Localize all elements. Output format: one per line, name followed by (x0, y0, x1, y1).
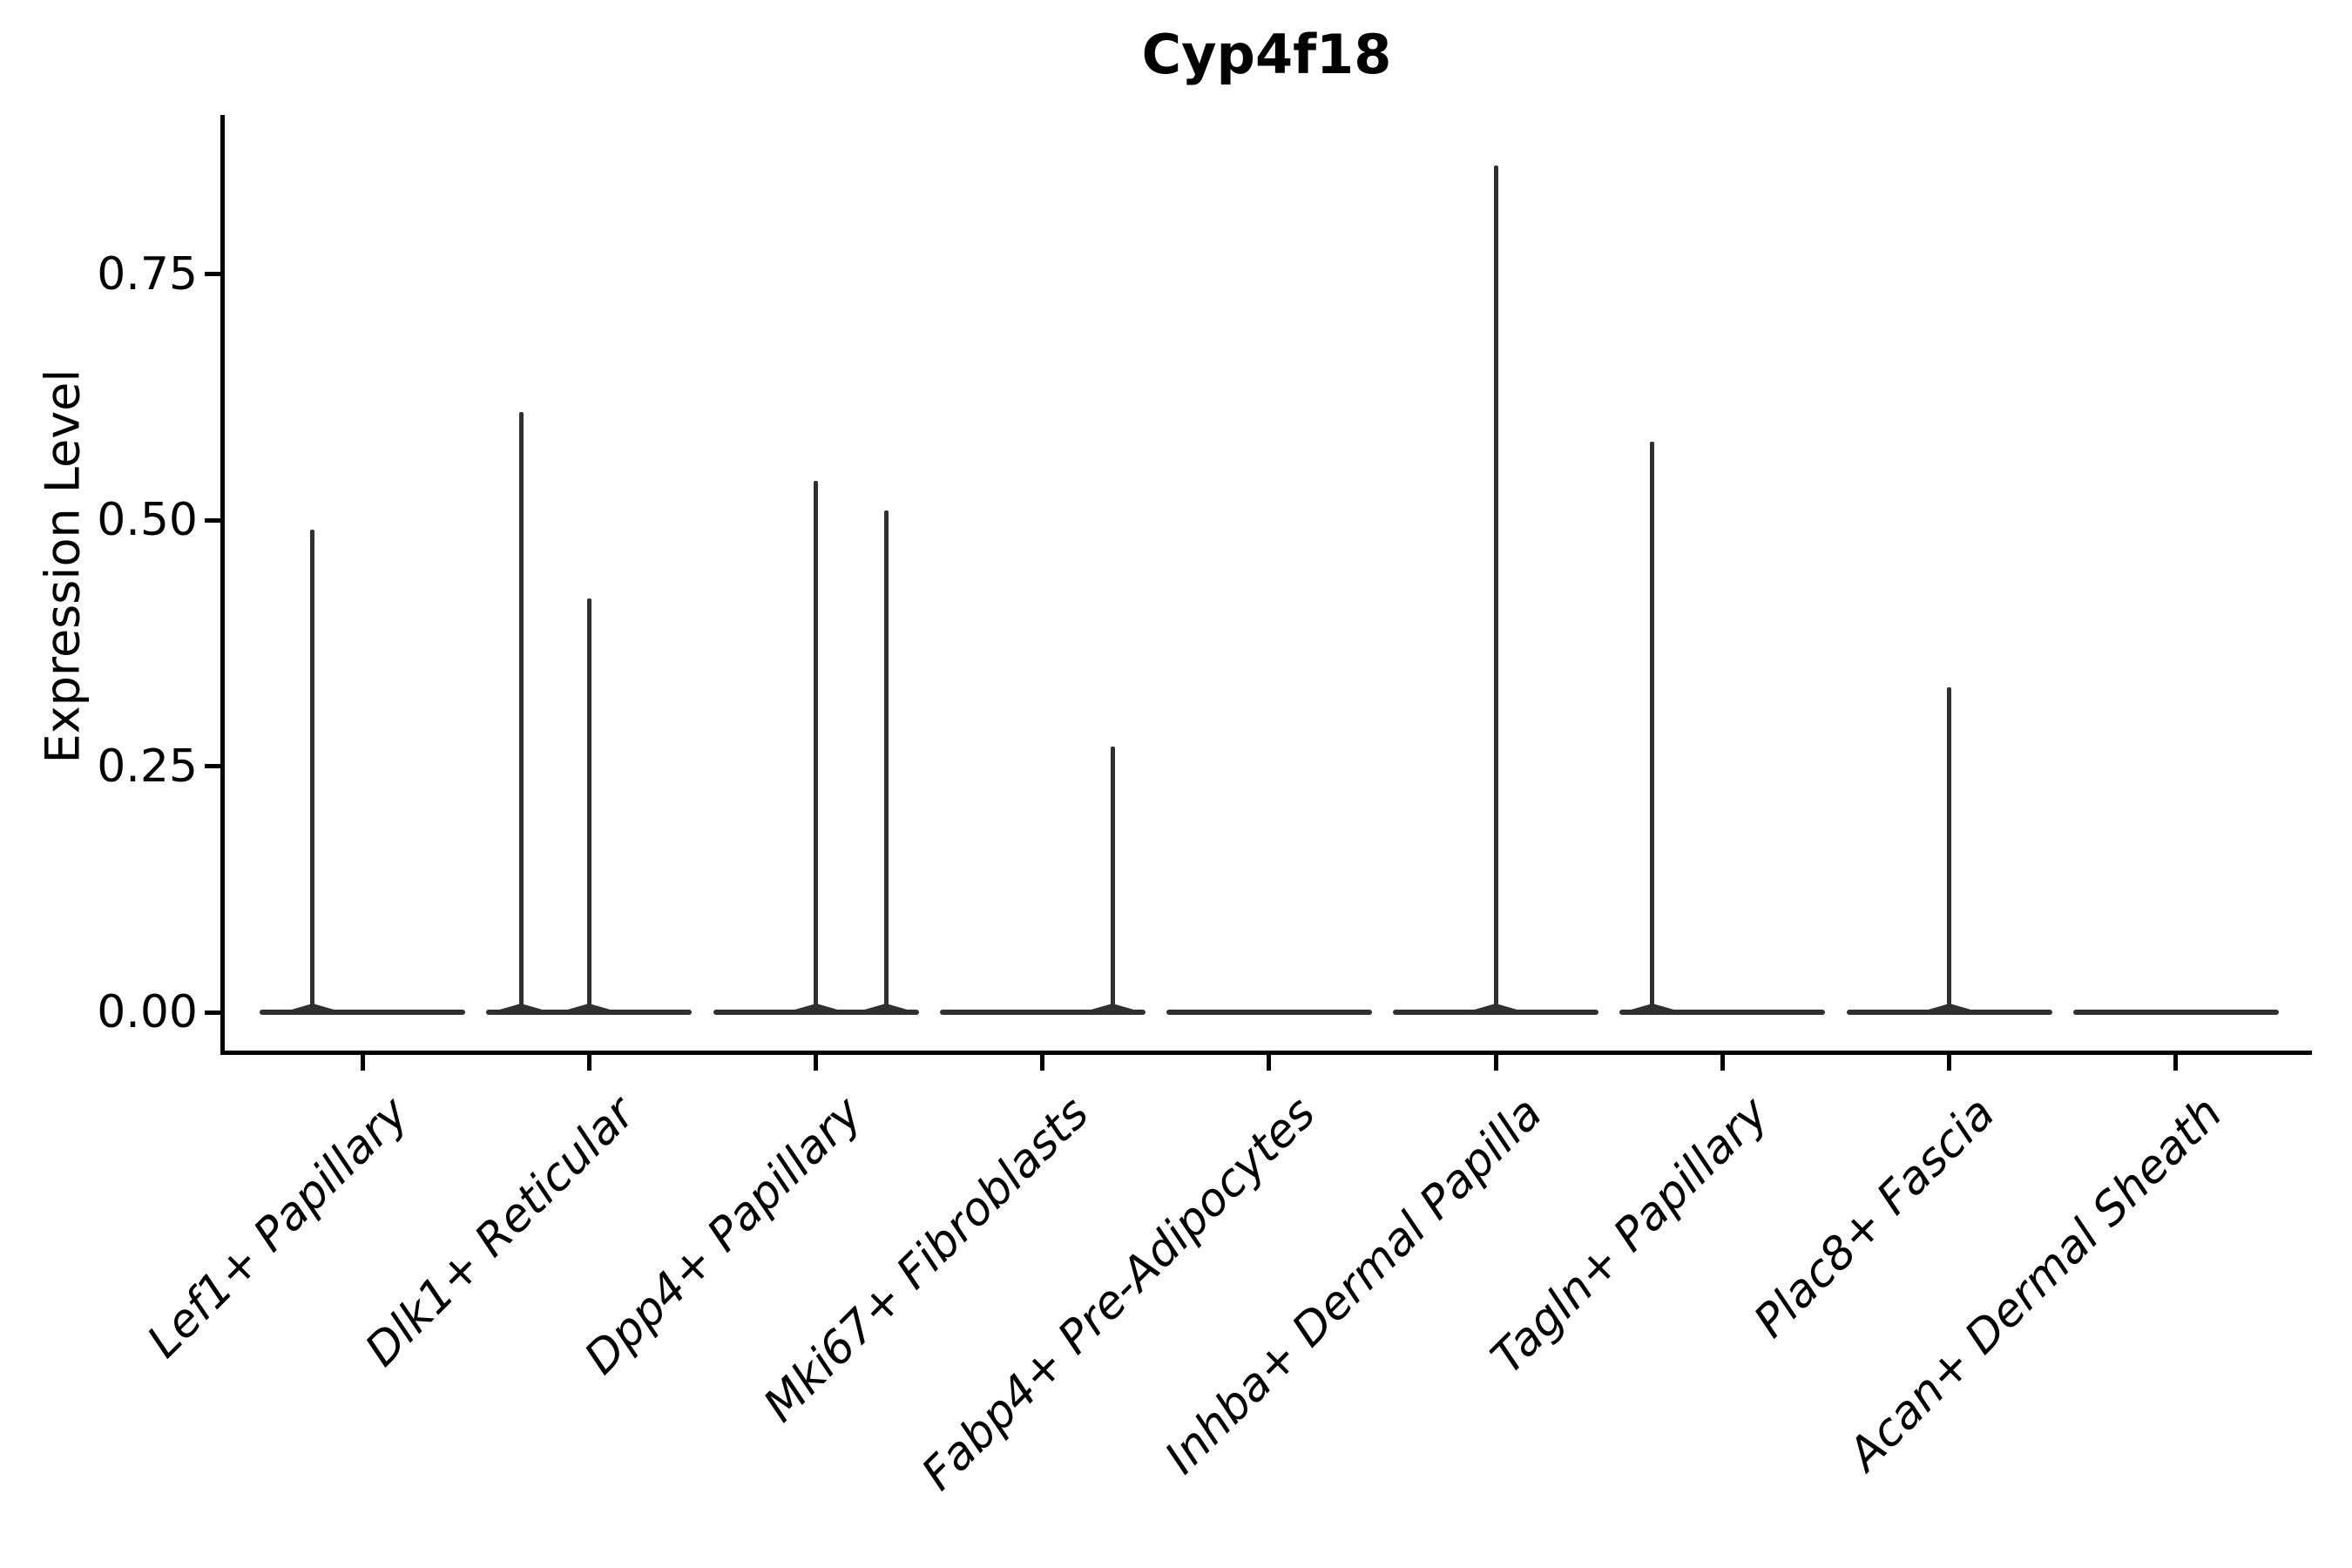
x-tick (1267, 1055, 1272, 1071)
x-tick (1947, 1055, 1951, 1071)
violin-body (486, 1010, 693, 1015)
x-tick (1493, 1055, 1498, 1071)
x-tick (2173, 1055, 2179, 1071)
violin-spike (1110, 746, 1115, 1012)
chart-title: Cyp4f18 (1141, 23, 1392, 86)
violin-body (713, 1010, 919, 1015)
violin-spike (310, 530, 315, 1012)
violin-body (1393, 1010, 1599, 1015)
violin-spike (1947, 687, 1951, 1012)
x-tick-label: Plac8+ Fascia (1744, 1087, 2005, 1348)
x-tick (586, 1055, 591, 1071)
x-tick (360, 1055, 365, 1071)
y-tick-label: 0.00 (97, 986, 198, 1038)
x-tick-label: Fabp4+ Pre-Adipocytes (911, 1087, 1326, 1501)
x-tick (1040, 1055, 1045, 1071)
violin-body (1846, 1010, 2052, 1015)
y-tick (205, 272, 220, 276)
violin-spike (518, 411, 524, 1012)
y-tick-label: 0.25 (97, 740, 198, 793)
violin-body (1619, 1010, 1826, 1015)
x-tick (1720, 1055, 1725, 1071)
violin-spike (883, 510, 889, 1012)
violin-spike (586, 598, 591, 1012)
violin-body (939, 1010, 1146, 1015)
violin-spike (1493, 166, 1498, 1012)
y-tick (205, 517, 220, 523)
y-tick (205, 1010, 220, 1015)
y-axis-title: Expression Level (35, 368, 91, 764)
violin-body (260, 1010, 466, 1015)
y-tick (205, 764, 220, 768)
x-tick-label: Acan+ Dermal Sheath (1838, 1087, 2233, 1481)
x-tick (814, 1055, 818, 1071)
y-tick-label: 0.50 (97, 494, 198, 546)
violin-spike (814, 480, 818, 1012)
x-axis-spine (220, 1051, 2312, 1055)
y-tick-label: 0.75 (97, 247, 198, 301)
y-axis-spine (220, 115, 225, 1055)
x-tick-label: Inhba+ Dermal Papilla (1154, 1087, 1552, 1484)
violin-body (1166, 1010, 1372, 1015)
violin-spike (1650, 441, 1655, 1012)
violin-body (2072, 1010, 2279, 1015)
